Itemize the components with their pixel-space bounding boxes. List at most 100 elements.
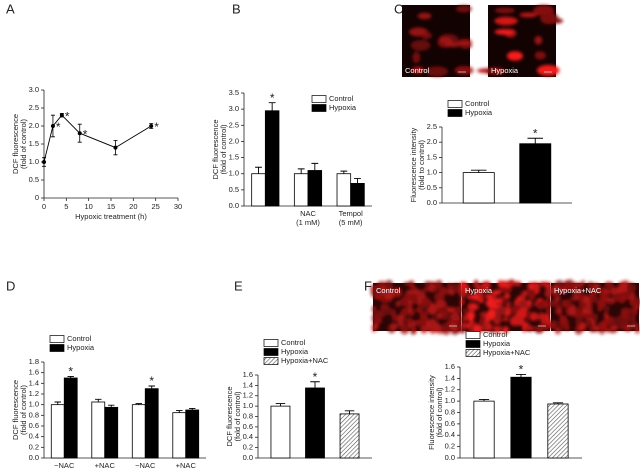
y-axis-label: DCF fluorescence bbox=[225, 386, 234, 446]
y-tick-label: 1.4 bbox=[29, 378, 39, 387]
x-tick-label: Tempol bbox=[339, 209, 364, 218]
cell bbox=[458, 290, 469, 296]
y-tick-label: 1.0 bbox=[243, 401, 253, 410]
image-label: Hypoxia bbox=[491, 66, 519, 75]
error-bar bbox=[515, 373, 527, 378]
cell bbox=[383, 304, 390, 311]
cell bbox=[446, 307, 455, 313]
y-tick-label: 1.0 bbox=[427, 168, 437, 177]
y-tick-label: 2.0 bbox=[427, 137, 437, 146]
cell bbox=[497, 280, 504, 288]
x-tick-label: +NAC bbox=[176, 461, 197, 470]
cell bbox=[432, 283, 437, 292]
image-label: Control bbox=[405, 66, 430, 75]
legend-swatch bbox=[465, 340, 481, 348]
cell bbox=[370, 290, 377, 297]
cell bbox=[559, 318, 566, 325]
x-tick-note: (1 mM) bbox=[296, 218, 320, 227]
legend-label: Control bbox=[67, 334, 92, 343]
error-bar bbox=[344, 410, 355, 414]
significance: * bbox=[313, 370, 318, 384]
cell bbox=[502, 326, 509, 334]
cell bbox=[418, 311, 428, 316]
y-tick-label: 1.0 bbox=[229, 169, 239, 178]
cell bbox=[437, 36, 453, 48]
y-tick-label: 2.5 bbox=[427, 122, 437, 131]
cell bbox=[441, 322, 450, 332]
cell bbox=[460, 298, 465, 306]
cell bbox=[554, 327, 561, 335]
y-axis-label: (fold of control) bbox=[219, 124, 228, 175]
x-tick-label: 10 bbox=[84, 202, 92, 211]
cell bbox=[494, 312, 502, 322]
cell bbox=[414, 319, 425, 327]
bar bbox=[462, 172, 495, 204]
cell bbox=[534, 35, 543, 45]
cell bbox=[618, 295, 626, 304]
micrograph bbox=[458, 279, 553, 335]
cell bbox=[494, 7, 515, 14]
bar bbox=[172, 412, 187, 459]
x-tick-label: 20 bbox=[129, 202, 137, 211]
y-tick-label: 1.0 bbox=[445, 396, 455, 405]
legend-swatch bbox=[49, 335, 65, 343]
legend-swatch bbox=[465, 331, 481, 339]
cell bbox=[422, 301, 432, 306]
significance: * bbox=[154, 120, 159, 134]
cell bbox=[548, 322, 556, 329]
y-tick-label: 1.2 bbox=[29, 389, 39, 398]
cell bbox=[438, 287, 449, 296]
error-bar bbox=[527, 137, 544, 144]
bar bbox=[270, 405, 291, 459]
error-bar bbox=[255, 166, 262, 174]
y-tick-label: 0.0 bbox=[29, 453, 39, 462]
y-tick-label: 3.5 bbox=[229, 88, 239, 97]
y-tick-label: 1.4 bbox=[243, 380, 253, 389]
cell bbox=[604, 328, 612, 333]
cells bbox=[370, 279, 464, 335]
cell bbox=[526, 288, 536, 297]
cell bbox=[599, 325, 605, 335]
legend-label: Hypoxia bbox=[281, 347, 309, 356]
x-tick-note: (5 mM) bbox=[339, 218, 363, 227]
legend-label: Hypoxia+NAC bbox=[483, 348, 531, 357]
x-tick-label: +NAC bbox=[95, 461, 116, 470]
cell bbox=[415, 297, 422, 306]
cell bbox=[499, 286, 510, 293]
cell bbox=[429, 317, 436, 327]
legend-label: Hypoxia bbox=[465, 108, 493, 117]
cell bbox=[631, 315, 636, 323]
cell bbox=[555, 306, 562, 316]
error-bar bbox=[148, 385, 155, 389]
cell bbox=[598, 321, 608, 326]
y-axis-label: DCF fluorescence bbox=[11, 114, 20, 174]
cell bbox=[597, 306, 603, 312]
cell bbox=[462, 315, 470, 321]
y-tick-label: 0.2 bbox=[445, 442, 455, 451]
y-tick-label: 0.0 bbox=[445, 453, 455, 462]
cell bbox=[437, 294, 443, 301]
legend-swatch bbox=[311, 95, 327, 103]
cell bbox=[519, 12, 538, 18]
cell bbox=[509, 316, 519, 327]
cell bbox=[395, 314, 405, 323]
y-tick-label: 1.6 bbox=[445, 362, 455, 371]
cell bbox=[532, 314, 543, 320]
x-tick-label: NAC bbox=[300, 209, 316, 218]
micrograph bbox=[548, 279, 640, 335]
bar bbox=[251, 173, 266, 207]
cell bbox=[632, 322, 639, 328]
cell bbox=[410, 39, 431, 51]
error-bar bbox=[275, 403, 286, 407]
y-tick-label: 1.5 bbox=[29, 139, 39, 148]
panel-label: E bbox=[234, 278, 243, 293]
y-tick-label: 2.5 bbox=[229, 120, 239, 129]
cell bbox=[471, 303, 477, 309]
y-axis-label: (fold of control) bbox=[435, 387, 444, 438]
cell bbox=[440, 311, 449, 321]
cell bbox=[618, 322, 626, 331]
cell bbox=[621, 307, 631, 315]
cell bbox=[374, 310, 384, 317]
error-bar bbox=[311, 162, 319, 171]
cell bbox=[534, 324, 544, 334]
